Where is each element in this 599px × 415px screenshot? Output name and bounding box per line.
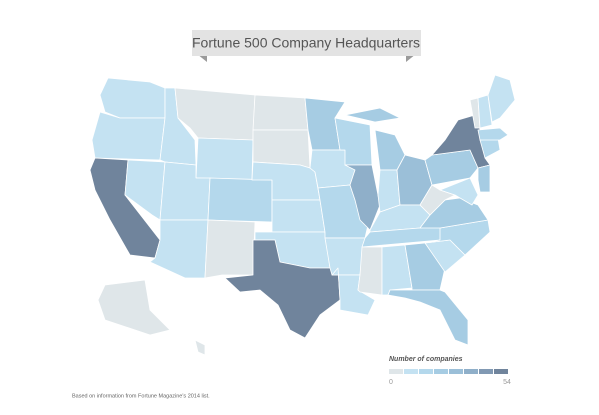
state xyxy=(149,219,209,279)
title: Fortune 500 Company Headquarters xyxy=(192,35,420,51)
state xyxy=(195,137,254,181)
legend-title: Number of companies xyxy=(389,356,463,363)
state xyxy=(97,279,171,336)
legend-swatch xyxy=(464,369,478,374)
states xyxy=(89,74,516,356)
state xyxy=(477,94,493,129)
state xyxy=(487,74,516,123)
legend-swatch xyxy=(419,369,433,374)
state xyxy=(424,219,491,256)
state xyxy=(439,177,479,206)
state xyxy=(252,94,309,131)
state xyxy=(124,159,166,221)
legend-swatch xyxy=(434,369,448,374)
state xyxy=(224,239,341,339)
legend-max: 54 xyxy=(503,379,511,386)
state xyxy=(91,111,166,161)
state xyxy=(377,169,401,213)
state xyxy=(357,246,383,296)
state xyxy=(204,219,256,279)
legend-swatch xyxy=(494,369,508,374)
legend-swatch xyxy=(404,369,418,374)
legend-min: 0 xyxy=(389,379,393,386)
legend-swatch xyxy=(389,369,403,374)
state xyxy=(477,164,491,193)
state xyxy=(324,237,366,276)
state xyxy=(477,127,509,141)
title-banner: Fortune 500 Company Headquarters xyxy=(192,30,421,62)
legend-swatch xyxy=(479,369,493,374)
state xyxy=(194,339,206,356)
state xyxy=(99,77,166,119)
state xyxy=(271,199,326,233)
legend-swatch xyxy=(449,369,463,374)
footnote: Based on information from Fortune Magazi… xyxy=(72,393,210,399)
state xyxy=(207,177,273,223)
legend: Number of companies 0 54 xyxy=(389,356,511,386)
state xyxy=(344,164,381,231)
state xyxy=(387,289,469,346)
title-box xyxy=(192,30,421,56)
